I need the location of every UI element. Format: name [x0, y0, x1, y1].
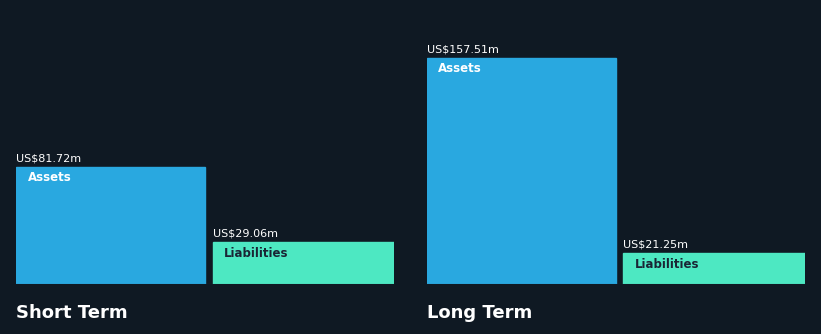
Text: US$21.25m: US$21.25m [623, 240, 688, 250]
Text: US$29.06m: US$29.06m [213, 229, 277, 238]
Text: Short Term: Short Term [16, 304, 128, 322]
Text: Assets: Assets [438, 62, 482, 75]
Bar [213, 242, 394, 284]
Text: US$81.72m: US$81.72m [16, 153, 81, 163]
Text: Liabilities: Liabilities [224, 246, 289, 260]
Bar [16, 167, 205, 284]
Text: Assets: Assets [28, 171, 71, 184]
Bar [427, 58, 616, 284]
Text: US$157.51m: US$157.51m [427, 44, 499, 54]
Text: Long Term: Long Term [427, 304, 532, 322]
Text: Liabilities: Liabilities [635, 258, 699, 271]
Bar [623, 254, 805, 284]
